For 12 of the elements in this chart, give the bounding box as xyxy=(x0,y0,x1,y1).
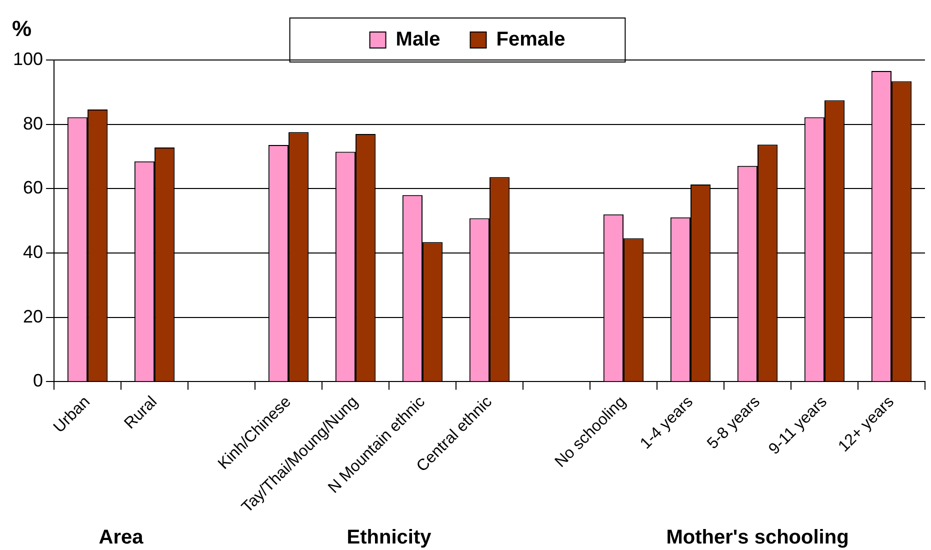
text: Area xyxy=(98,526,144,549)
y-tick-label: 20 xyxy=(23,306,44,326)
y-tick-label: 60 xyxy=(23,178,44,198)
text: Mother's schooling xyxy=(666,526,849,549)
y-axis-title: % xyxy=(12,16,32,42)
y-tick-label: 40 xyxy=(23,242,44,262)
y-tick-label: 0 xyxy=(33,370,44,391)
legend-label: Female xyxy=(496,28,566,51)
legend-label: Male xyxy=(396,28,440,51)
y-tick-label: 100 xyxy=(12,48,44,69)
y-tick-label: 80 xyxy=(23,113,44,134)
text: Ethnicity xyxy=(346,526,432,549)
